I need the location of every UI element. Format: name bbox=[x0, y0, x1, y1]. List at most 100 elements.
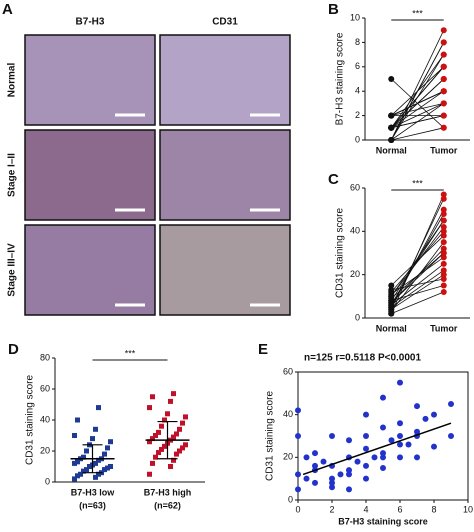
point bbox=[440, 63, 447, 70]
y-axis-label: CD31 staining score bbox=[25, 375, 36, 465]
point bbox=[440, 206, 447, 213]
point bbox=[388, 112, 395, 119]
point bbox=[388, 310, 395, 317]
pair-line bbox=[390, 30, 445, 141]
point bbox=[422, 415, 429, 422]
point bbox=[363, 445, 369, 452]
point bbox=[105, 465, 110, 471]
point bbox=[84, 448, 89, 454]
y-tick-label: 60 bbox=[283, 366, 293, 376]
column-header: B7-H3 bbox=[76, 17, 105, 28]
point bbox=[72, 476, 77, 482]
point bbox=[171, 391, 176, 397]
point bbox=[303, 454, 310, 461]
y-tick-label: 6 bbox=[355, 61, 360, 71]
point bbox=[72, 433, 77, 438]
plot-frame bbox=[297, 371, 469, 501]
point bbox=[93, 426, 98, 432]
point bbox=[87, 464, 92, 469]
pair-line bbox=[390, 252, 445, 304]
point bbox=[153, 433, 158, 438]
point bbox=[388, 137, 395, 143]
x-tick-label: 8 bbox=[431, 504, 436, 514]
pair-line bbox=[391, 90, 444, 129]
point bbox=[440, 217, 447, 224]
point bbox=[440, 195, 447, 202]
point bbox=[156, 429, 161, 435]
pair-line bbox=[390, 78, 445, 129]
pair-line bbox=[390, 231, 445, 293]
y-tick-label: 60 bbox=[40, 383, 50, 393]
point bbox=[108, 439, 113, 445]
point bbox=[337, 471, 344, 478]
y-tick-label: 20 bbox=[350, 269, 360, 279]
y-tick-label: 0 bbox=[45, 476, 50, 486]
point bbox=[440, 276, 447, 282]
point bbox=[380, 465, 386, 471]
point bbox=[162, 443, 167, 449]
point bbox=[388, 286, 395, 293]
pair-line bbox=[391, 291, 444, 315]
fit-line bbox=[302, 422, 452, 476]
point bbox=[346, 486, 352, 493]
y-tick-label: 20 bbox=[40, 445, 50, 455]
pair-line bbox=[390, 213, 445, 306]
point bbox=[346, 471, 352, 478]
point bbox=[75, 417, 80, 423]
y-tick-label: 40 bbox=[40, 414, 50, 424]
point bbox=[75, 473, 80, 479]
x-tick-label: B7-H3 low bbox=[71, 487, 116, 497]
point bbox=[303, 475, 310, 482]
y-tick-label: 20 bbox=[283, 452, 293, 462]
point bbox=[414, 428, 420, 435]
x-axis-label: B7-H3 staining score bbox=[338, 516, 428, 526]
point bbox=[363, 475, 369, 482]
pair-line bbox=[391, 127, 444, 141]
point bbox=[397, 379, 403, 386]
y-tick-label: 2 bbox=[355, 110, 360, 120]
point bbox=[147, 439, 152, 445]
point bbox=[346, 437, 352, 444]
x-tick-sublabel: (n=62) bbox=[154, 500, 181, 510]
point bbox=[180, 445, 185, 451]
point bbox=[102, 467, 107, 473]
annotation: n=125 r=0.5118 P<0.0001 bbox=[304, 353, 421, 364]
scale-bars bbox=[115, 113, 280, 307]
point bbox=[371, 454, 378, 461]
point bbox=[171, 434, 176, 440]
point bbox=[363, 411, 369, 418]
point bbox=[168, 398, 173, 404]
point bbox=[150, 394, 155, 400]
point bbox=[440, 267, 447, 274]
x-tick-label: Tumor bbox=[430, 323, 458, 333]
row-header: Stage I–II bbox=[7, 153, 18, 197]
point bbox=[440, 124, 447, 131]
point bbox=[440, 232, 447, 239]
point bbox=[346, 467, 352, 474]
x-tick-label: 4 bbox=[363, 504, 368, 514]
pair-line bbox=[391, 278, 444, 291]
pair-line bbox=[390, 66, 445, 116]
y-tick-label: 8 bbox=[355, 37, 360, 47]
x-tick-label: Tumor bbox=[430, 145, 458, 155]
point bbox=[153, 454, 158, 460]
y-axis-label: CD31 staining score bbox=[335, 208, 346, 298]
point bbox=[397, 420, 403, 427]
point bbox=[440, 76, 447, 82]
point bbox=[440, 191, 447, 198]
point bbox=[108, 464, 113, 469]
pair-line bbox=[390, 241, 445, 312]
point bbox=[81, 454, 86, 460]
point bbox=[414, 454, 420, 461]
point bbox=[312, 450, 318, 457]
point bbox=[440, 39, 447, 46]
pair-line bbox=[390, 235, 445, 286]
point bbox=[174, 451, 179, 457]
point bbox=[174, 431, 179, 437]
column-header: CD31 bbox=[212, 17, 238, 28]
significance-label: *** bbox=[125, 348, 136, 358]
point bbox=[363, 462, 369, 469]
point bbox=[105, 445, 110, 451]
point bbox=[329, 484, 335, 491]
